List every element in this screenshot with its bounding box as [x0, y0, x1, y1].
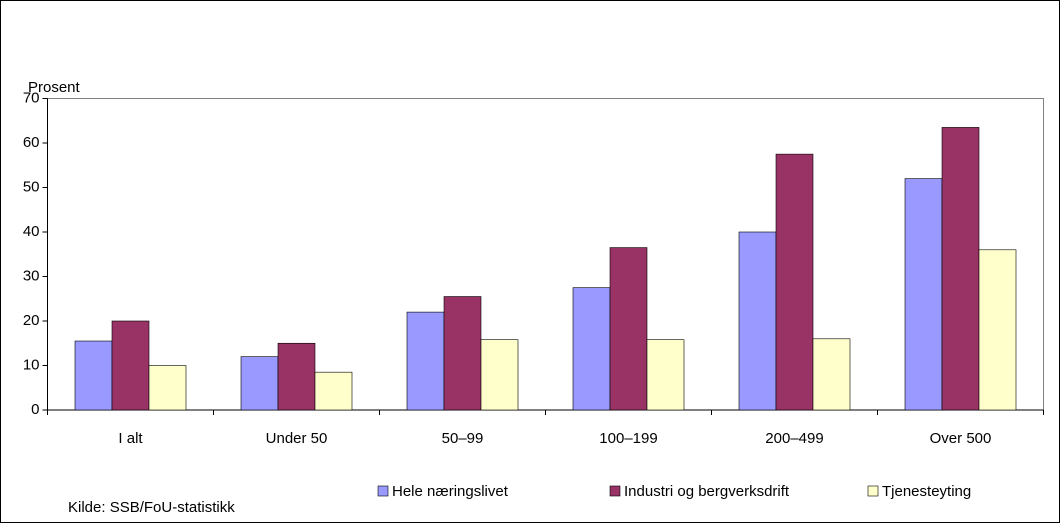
bar — [111, 320, 150, 411]
bar — [904, 178, 943, 411]
y-tick-label: 70 — [23, 89, 40, 106]
bar — [572, 287, 611, 411]
bar — [314, 371, 353, 411]
bar — [480, 339, 519, 411]
bar — [148, 365, 187, 411]
legend-swatch — [867, 485, 879, 497]
legend-label: Tjenesteyting — [882, 483, 971, 500]
bar — [775, 153, 814, 411]
y-tick-label: 20 — [23, 312, 40, 329]
source: Kilde: SSB/FoU-statistikk — [68, 499, 235, 516]
bar — [406, 311, 445, 411]
bar — [646, 339, 685, 411]
bar — [738, 231, 777, 411]
x-tick-label: 50–99 — [442, 430, 484, 447]
y-axis-label: Prosent — [28, 79, 81, 96]
legend-label: Hele næringslivet — [392, 483, 509, 500]
y-tick-label: 40 — [23, 223, 40, 240]
x-tick-label: 100–199 — [599, 430, 657, 447]
legend-swatch — [377, 485, 389, 497]
legend-swatch — [609, 485, 621, 497]
bar — [978, 249, 1017, 411]
bar — [277, 342, 316, 411]
y-tick-label: 50 — [23, 178, 40, 195]
x-tick-label: Over 500 — [930, 430, 992, 447]
bar — [74, 340, 113, 411]
legend-label: Industri og bergverksdrift — [624, 483, 790, 500]
bar — [812, 338, 851, 411]
x-tick-label: Under 50 — [266, 430, 328, 447]
y-tick-label: 60 — [23, 134, 40, 151]
y-tick-label: 10 — [23, 356, 40, 373]
x-tick-label: 200–499 — [765, 430, 823, 447]
bar — [443, 296, 482, 411]
y-tick-label: 0 — [31, 401, 39, 418]
bar — [240, 356, 279, 411]
plot-area — [47, 98, 1044, 411]
x-tick-label: I alt — [118, 430, 143, 447]
bar — [609, 247, 648, 411]
y-tick-label: 30 — [23, 267, 40, 284]
bar — [941, 127, 980, 411]
